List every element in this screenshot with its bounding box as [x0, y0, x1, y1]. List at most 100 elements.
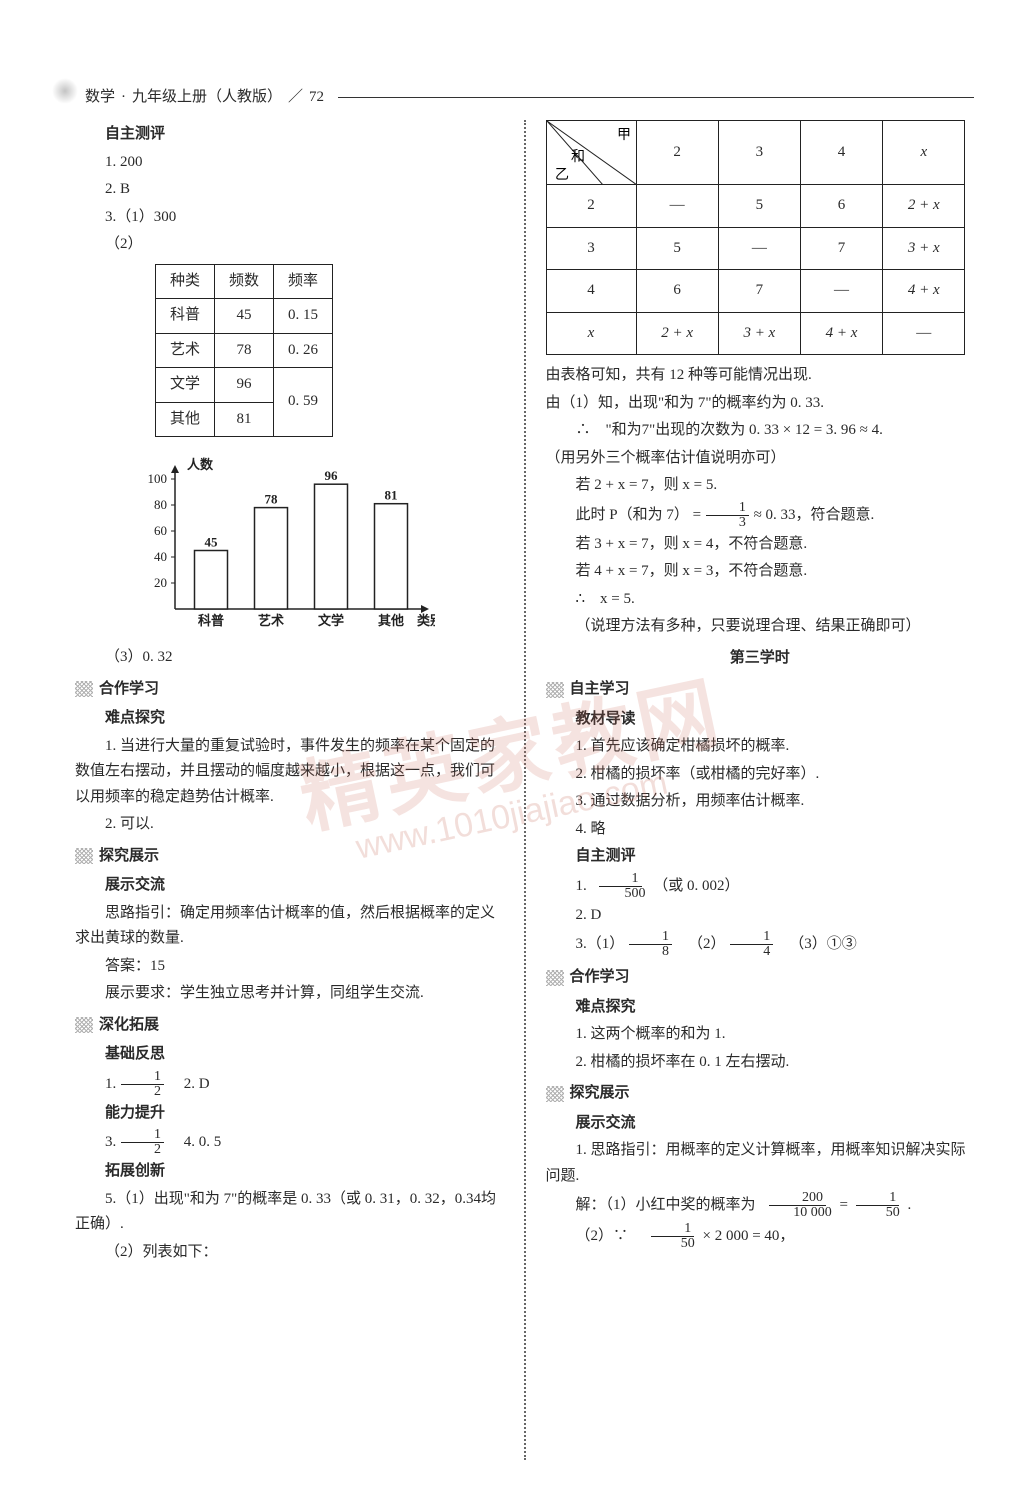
- freq-td: 78: [215, 333, 274, 368]
- corner-left: 乙: [555, 167, 569, 183]
- frequency-table: 种类 频数 频率 科普 45 0. 15 艺术 78 0. 26 文学 96 0…: [155, 264, 333, 438]
- heading-show: 展示交流: [75, 873, 504, 899]
- frac-num: 1: [651, 1222, 694, 1237]
- left-column: 自主测评 1. 200 2. B 3.（1）300 （2） 种类 频数 频率 科…: [75, 120, 524, 1460]
- svg-text:文学: 文学: [318, 613, 344, 628]
- frac-num: 1: [730, 930, 773, 945]
- sum-rh: 3: [546, 227, 636, 270]
- section-self: 自主学习: [546, 677, 975, 703]
- freq-td: 96: [215, 368, 274, 403]
- sum-td: 2 + x: [636, 312, 718, 355]
- svg-text:其他: 其他: [378, 613, 404, 628]
- hatch-icon: [546, 970, 564, 986]
- freq-td: 0. 15: [274, 299, 333, 334]
- text-diff2: 2. 可以.: [75, 812, 504, 838]
- section-deep-label: 深化拓展: [99, 1013, 159, 1039]
- sum-td: —: [800, 270, 882, 313]
- freq-th: 种类: [156, 264, 215, 299]
- header-page: 72: [309, 85, 324, 111]
- sum-td: 4 + x: [800, 312, 882, 355]
- sh3b: × 2 000 = 40，: [703, 1228, 795, 1244]
- sum-rh: 2: [546, 185, 636, 228]
- heading-textbook: 教材导读: [546, 707, 975, 733]
- answer-3-2: （2）: [75, 232, 504, 258]
- sh2b: .: [907, 1197, 911, 1213]
- sum-th: 3: [718, 121, 800, 185]
- sum-td: —: [636, 185, 718, 228]
- se3b: （2）: [688, 936, 726, 952]
- heading-show-r: 展示交流: [546, 1111, 975, 1137]
- freq-td: 81: [215, 402, 274, 437]
- hatch-icon: [75, 1017, 93, 1033]
- text-diff1: 1. 当进行大量的重复试验时，事件发生的频率在某个固定的数值左右摆动，并且摆动的…: [75, 734, 504, 811]
- table-row: 科普 45 0. 15: [156, 299, 333, 334]
- frac-den: 2: [121, 1085, 164, 1099]
- sh3a: （2）∵: [576, 1228, 644, 1244]
- r-l10: （说理方法有多种，只要说理合理、结果正确即可）: [546, 614, 975, 640]
- tb3: 3. 通过数据分析，用频率估计概率.: [546, 789, 975, 815]
- frac-den: 50: [853, 1206, 903, 1220]
- tb4: 4. 略: [546, 817, 975, 843]
- frac-num: 1: [856, 1191, 899, 1206]
- freq-td: 0. 26: [274, 333, 333, 368]
- table-row: 甲 和 乙 2 3 4 x: [546, 121, 965, 185]
- freq-td: 科普: [156, 299, 215, 334]
- sum-td: 6: [636, 270, 718, 313]
- header-dot: ·: [121, 85, 126, 111]
- se3: 3.（1） 1 8 （2） 1 4 （3）①③: [546, 930, 975, 959]
- header-rule: [338, 97, 974, 98]
- answer-2: 2. B: [75, 177, 504, 203]
- bar-chart: 10080604020人数45科普78艺术96文学81其他类别: [135, 449, 435, 639]
- text-show2: 答案：15: [75, 954, 504, 980]
- r-l8: 若 4 + x = 7，则 x = 3，不符合题意.: [546, 559, 975, 585]
- frac-num: 200: [769, 1191, 826, 1206]
- svg-text:艺术: 艺术: [258, 613, 284, 628]
- hatch-icon: [75, 681, 93, 697]
- d1: 1. 这两个概率的和为 1.: [546, 1022, 975, 1048]
- section-explore-r: 探究展示: [546, 1081, 975, 1107]
- se1a: 1.: [576, 877, 591, 893]
- table-row: 种类 频数 频率: [156, 264, 333, 299]
- fraction: 1 50: [648, 1222, 698, 1251]
- freq-td: 艺术: [156, 333, 215, 368]
- fraction: 200 10 000: [760, 1191, 835, 1220]
- page-header: 数学 · 九年级上册（人教版） ／ 72: [85, 85, 974, 111]
- section-deep: 深化拓展: [75, 1013, 504, 1039]
- fraction: 1 50: [853, 1191, 903, 1220]
- r-l6: 此时 P（和为 7） = 1 3 ≈ 0. 33，符合题意.: [546, 501, 975, 530]
- svg-text:80: 80: [154, 497, 167, 512]
- freq-td-merged: 0. 59: [274, 368, 333, 437]
- section-explore: 探究展示: [75, 844, 504, 870]
- fraction: 1 500: [592, 872, 649, 901]
- frac-den: 3: [706, 516, 749, 530]
- r-l7: 若 3 + x = 7，则 x = 4，不符合题意.: [546, 532, 975, 558]
- r-l6a: 此时 P（和为 7） =: [576, 506, 705, 522]
- lesson3-title: 第三学时: [546, 646, 975, 672]
- sum-td: 3 + x: [718, 312, 800, 355]
- section-explore-r-label: 探究展示: [570, 1081, 630, 1107]
- hatch-icon: [546, 1086, 564, 1102]
- heading-ext: 拓展创新: [75, 1159, 504, 1185]
- fraction: 1 2: [121, 1128, 164, 1157]
- svg-text:20: 20: [154, 575, 167, 590]
- section-coop-r-label: 合作学习: [570, 965, 630, 991]
- r-l4: （用另外三个概率估计值说明亦可）: [546, 446, 975, 472]
- fraction: 1 8: [629, 930, 672, 959]
- sh3: （2）∵ 1 50 × 2 000 = 40，: [546, 1222, 975, 1251]
- table-row: x 2 + x 3 + x 4 + x —: [546, 312, 965, 355]
- svg-text:科普: 科普: [198, 613, 224, 628]
- table-row: 文学 96 0. 59: [156, 368, 333, 403]
- svg-text:96: 96: [325, 468, 339, 483]
- frac-den: 8: [629, 945, 672, 959]
- basic-line: 1. 1 2 2. D: [75, 1070, 504, 1099]
- heading-diff-r: 难点探究: [546, 995, 975, 1021]
- sum-td: 6: [800, 185, 882, 228]
- sh2: 解：（1）小红中奖的概率为 200 10 000 = 1 50 .: [546, 1191, 975, 1220]
- sum-td: 7: [800, 227, 882, 270]
- se1: 1. 1 500 （或 0. 002）: [546, 872, 975, 901]
- header-slash: ／: [288, 85, 303, 111]
- svg-text:100: 100: [148, 471, 168, 486]
- freq-td: 文学: [156, 368, 215, 403]
- frac-den: 500: [592, 887, 649, 901]
- header-grade: 九年级上册（人教版）: [132, 85, 282, 111]
